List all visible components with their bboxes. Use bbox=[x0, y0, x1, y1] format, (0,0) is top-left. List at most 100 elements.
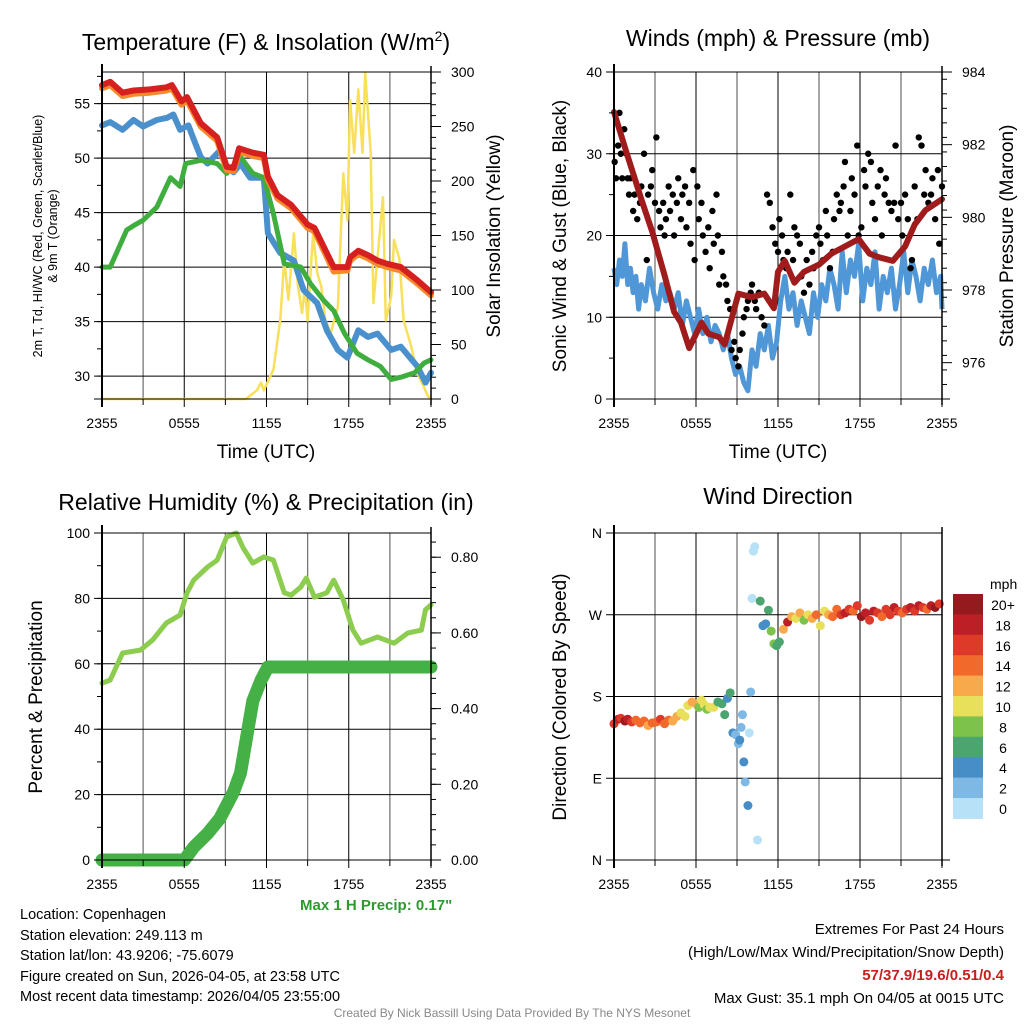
humidity-x-tick-label: 0555 bbox=[169, 876, 200, 892]
gust-point bbox=[677, 215, 685, 223]
gust-point bbox=[735, 363, 742, 370]
gust-point bbox=[844, 232, 851, 239]
precipitation-line bbox=[95, 660, 438, 867]
gust-point bbox=[830, 215, 838, 223]
wind-direction-point bbox=[720, 710, 730, 720]
gust-point bbox=[687, 240, 694, 247]
wind-direction-panel: Wind Direction 2355 0555 1155 1755 2355 N E S W N… bbox=[550, 483, 1017, 892]
colorbar-swatch bbox=[953, 696, 983, 717]
wind-direction-point bbox=[736, 722, 746, 732]
humidity-y2-tick-label: 0.80 bbox=[451, 549, 478, 565]
gust-point bbox=[888, 207, 895, 215]
gust-point bbox=[617, 150, 625, 157]
gust-point bbox=[683, 224, 690, 231]
winds-x-tick-label: 1755 bbox=[844, 415, 875, 431]
colorbar-label: 20+ bbox=[991, 597, 1015, 613]
temperature-x-tick-label: 0555 bbox=[169, 415, 200, 431]
winds-series bbox=[611, 109, 946, 394]
wind-direction-point bbox=[753, 835, 762, 845]
wind-direction-grid bbox=[614, 532, 942, 861]
gust-point bbox=[841, 158, 849, 166]
gust-point bbox=[763, 191, 771, 198]
winds-axes: 2355 0555 1155 1755 2355 0 10 20 30 40 976 978 980 98… bbox=[586, 64, 986, 431]
winds-y-tick-label: 0 bbox=[594, 391, 602, 407]
humidity-y-axis-label: Percent & Precipitation bbox=[26, 600, 47, 793]
gust-point bbox=[739, 330, 746, 337]
temperature-x-tick-label: 2355 bbox=[86, 415, 117, 431]
wind-direction-point bbox=[860, 608, 870, 618]
gust-point bbox=[796, 240, 804, 247]
gust-point bbox=[869, 199, 876, 206]
gust-point bbox=[922, 166, 929, 174]
gust-point bbox=[778, 232, 786, 239]
gust-point bbox=[748, 281, 756, 288]
winds-y2-tick-label: 980 bbox=[962, 209, 986, 225]
gust-point bbox=[699, 232, 707, 239]
created-text: Figure created on Sun, 2026-04-05, at 23… bbox=[20, 968, 340, 985]
gust-point bbox=[718, 248, 726, 256]
gust-point bbox=[713, 191, 720, 198]
colorbar-swatch bbox=[953, 777, 983, 799]
gust-point bbox=[691, 256, 698, 264]
gust-point bbox=[653, 134, 660, 141]
humidity-x-tick-label: 1155 bbox=[251, 876, 281, 892]
gust-point bbox=[661, 232, 668, 239]
colorbar-swatch bbox=[953, 594, 983, 615]
extremes-title: Extremes For Past 24 Hours bbox=[814, 921, 1004, 938]
gust-point bbox=[629, 207, 637, 215]
temperature-x-tick-label: 1155 bbox=[251, 415, 281, 431]
max-gust-text: Max Gust: 35.1 mph On 04/05 at 0015 UTC bbox=[713, 990, 1004, 1007]
colorbar-label: 6 bbox=[999, 740, 1007, 756]
pressure-y-axis-label: Station Pressure (Maroon) bbox=[997, 125, 1018, 348]
gust-point bbox=[647, 183, 655, 190]
winds-x-axis-label: Time (UTC) bbox=[729, 442, 828, 463]
relative-humidity-line bbox=[99, 530, 434, 686]
gust-point bbox=[670, 232, 678, 239]
gust-point bbox=[901, 191, 909, 198]
gust-point bbox=[758, 314, 765, 321]
gust-point bbox=[789, 256, 797, 264]
temperature-y-tick-label: 40 bbox=[74, 259, 90, 275]
wind-direction-point bbox=[735, 735, 745, 745]
colorbar-label: 0 bbox=[999, 801, 1007, 817]
gust-point bbox=[714, 232, 722, 239]
gust-point bbox=[934, 166, 942, 174]
wind-direction-x-tick-label: 1155 bbox=[763, 876, 793, 892]
gust-point bbox=[929, 175, 936, 182]
gust-point bbox=[936, 240, 943, 247]
gust-point bbox=[813, 232, 820, 239]
wind-direction-x-tick-label: 0555 bbox=[680, 876, 711, 892]
temperature-y-tick-label: 50 bbox=[74, 150, 90, 166]
elevation-text: Station elevation: 249.113 m bbox=[20, 927, 203, 944]
gust-point bbox=[806, 281, 813, 288]
gust-point bbox=[657, 224, 664, 231]
gust-point bbox=[662, 215, 670, 223]
gust-point bbox=[931, 215, 939, 223]
temperature-series bbox=[99, 71, 434, 401]
humidity-y-tick-label: 100 bbox=[67, 525, 91, 541]
wind-direction-point bbox=[865, 615, 875, 625]
winds-y-tick-label: 10 bbox=[586, 309, 602, 325]
extremes-values: 57/37.9/19.6/0.51/0.4 bbox=[862, 967, 1004, 984]
wind-direction-x-tick-label: 1755 bbox=[844, 876, 875, 892]
colorbar-label: 12 bbox=[995, 679, 1011, 695]
gust-point bbox=[694, 183, 701, 190]
colorbar-swatch bbox=[953, 634, 983, 656]
colorbar-title: mph bbox=[990, 576, 1017, 592]
wind-direction-point bbox=[725, 688, 735, 698]
wind-direction-point bbox=[747, 593, 757, 603]
gust-point bbox=[800, 289, 808, 296]
gust-point bbox=[837, 199, 845, 206]
wind-direction-panel-title: Wind Direction bbox=[703, 483, 853, 509]
gust-point bbox=[702, 248, 709, 256]
temperature-y2-tick-label: 300 bbox=[451, 64, 475, 80]
humidity-grid bbox=[102, 532, 431, 861]
colorbar-label: 4 bbox=[999, 760, 1007, 776]
humidity-y-tick-label: 0 bbox=[82, 852, 90, 868]
temperature-y-tick-label: 45 bbox=[74, 205, 90, 221]
wind-direction-points bbox=[609, 542, 944, 845]
gust-point bbox=[655, 207, 663, 215]
wind-direction-y-tick-label: N bbox=[592, 525, 602, 541]
gust-point bbox=[895, 215, 902, 223]
winds-y2-tick-label: 984 bbox=[962, 64, 986, 80]
